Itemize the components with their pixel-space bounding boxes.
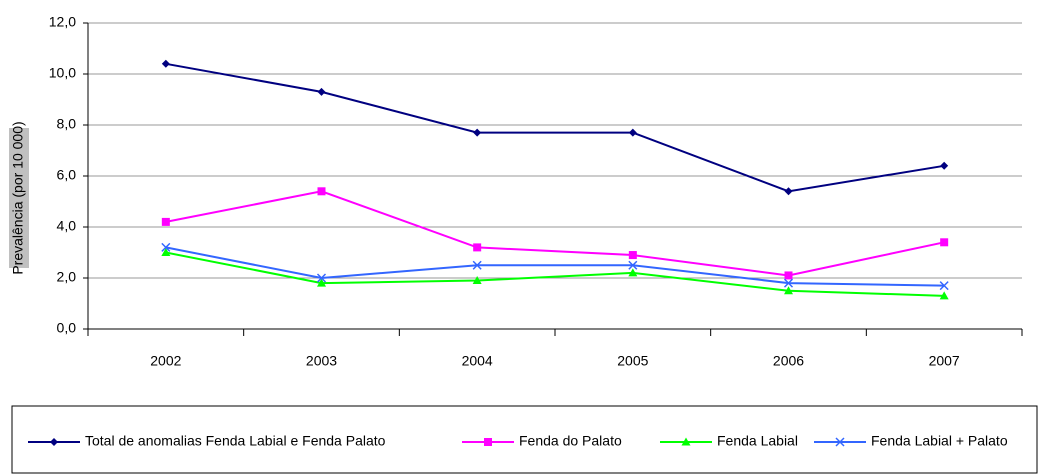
y-tick-label: 2,0 [57, 269, 77, 285]
y-axis-label: Prevalência (por 10 000) [10, 121, 26, 274]
marker [783, 278, 794, 288]
x-tick-label: 2006 [773, 353, 804, 369]
series-line [165, 246, 945, 287]
marker [784, 286, 793, 295]
marker [161, 248, 171, 256]
marker [628, 128, 637, 137]
marker [473, 128, 482, 137]
marker [940, 161, 949, 170]
x-tick-label: 2003 [306, 353, 337, 369]
y-label-background [9, 128, 29, 268]
marker [784, 271, 793, 280]
marker [472, 260, 482, 270]
legend-label: Fenda do Palato [519, 433, 622, 449]
marker [628, 268, 638, 277]
marker [161, 217, 170, 226]
y-tick-label: 10,0 [49, 65, 76, 81]
marker [835, 437, 845, 447]
marker [472, 276, 482, 285]
marker [317, 278, 326, 287]
marker [628, 260, 638, 270]
legend-label: Fenda Labial + Palato [871, 433, 1008, 449]
marker [939, 281, 949, 291]
x-tick-label: 2005 [617, 353, 648, 369]
marker [317, 187, 326, 196]
series-line [165, 251, 945, 297]
series-line [165, 62, 945, 193]
series-line [165, 190, 945, 277]
y-tick-label: 4,0 [57, 218, 77, 234]
x-tick-label: 2002 [150, 353, 181, 369]
marker [473, 243, 482, 252]
y-tick-label: 12,0 [49, 14, 76, 30]
marker [161, 59, 170, 68]
y-tick-label: 0,0 [57, 320, 77, 336]
x-tick-label: 2007 [929, 353, 960, 369]
marker [939, 291, 949, 300]
marker [161, 242, 171, 252]
marker [317, 87, 326, 96]
marker [316, 273, 327, 283]
marker [681, 437, 691, 446]
marker [628, 251, 637, 260]
x-tick-label: 2004 [462, 353, 493, 369]
legend-box [11, 405, 1038, 474]
marker [784, 187, 793, 196]
y-tick-label: 6,0 [57, 167, 77, 183]
legend-label: Total de anomalias Fenda Labial e Fenda … [85, 433, 386, 449]
y-tick-label: 8,0 [57, 116, 77, 132]
legend-label: Fenda Labial [717, 433, 798, 449]
marker [940, 238, 949, 247]
marker [50, 438, 58, 446]
marker [484, 438, 492, 446]
